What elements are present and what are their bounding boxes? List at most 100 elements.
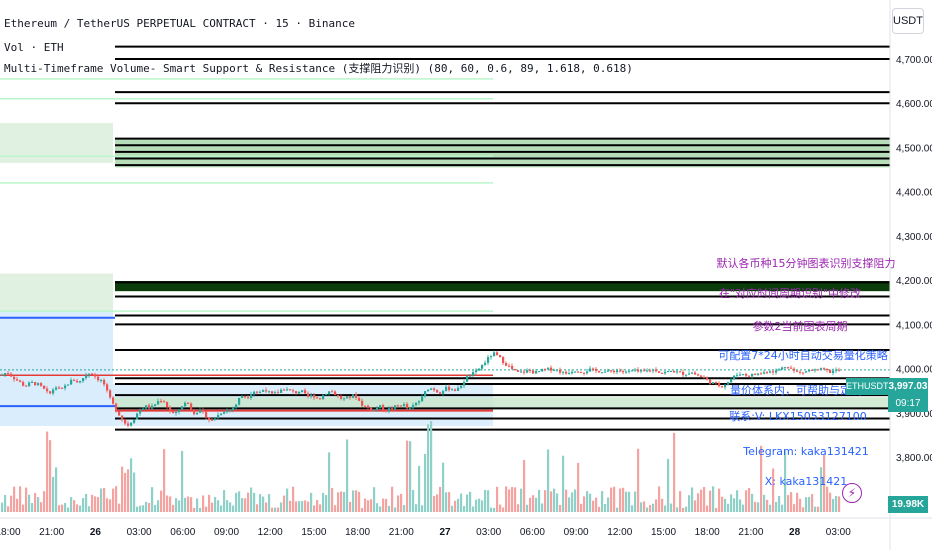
volume-bar (199, 507, 202, 512)
candle-body (301, 390, 304, 392)
candle-body (694, 372, 697, 375)
candle-body (595, 368, 598, 371)
volume-bar (76, 504, 79, 512)
volume-bar (619, 488, 622, 512)
candle-body (115, 403, 118, 412)
volume-bar (622, 487, 625, 512)
candle-body (94, 374, 97, 377)
candle-body (412, 405, 415, 409)
candle-body (688, 373, 691, 375)
volume-bar (715, 507, 718, 512)
candle-body (358, 397, 361, 401)
volume-legend[interactable]: Vol · ETH (4, 41, 64, 54)
candle-body (349, 396, 352, 398)
volume-bar (112, 488, 115, 512)
volume-bar (103, 487, 106, 512)
candle-body (7, 373, 10, 375)
candle-body (298, 391, 301, 394)
x-axis[interactable]: 18:00 21:00 26 03:00 06:00 09:00 12:00 15:00 18:… (0, 517, 932, 538)
candle-body (469, 375, 472, 377)
volume-bar (424, 453, 427, 512)
candle-body (181, 406, 184, 410)
candle-body (790, 367, 793, 369)
candle-body (139, 409, 142, 414)
volume-bar (61, 504, 64, 512)
volume-bar (352, 490, 355, 512)
volume-bar (544, 490, 547, 512)
candle-body (721, 386, 724, 388)
volume-bar (787, 495, 790, 512)
x-tick-label: 15:00 (301, 527, 326, 538)
volume-bar (484, 489, 487, 512)
candle-body (184, 402, 187, 407)
candle-body (487, 357, 490, 363)
indicator-legend[interactable]: Multi-Timeframe Volume- Smart Support & … (4, 62, 633, 75)
candle-body (88, 373, 91, 376)
note-line-3: 参数2当前图表周期 (752, 320, 848, 333)
volume-bar (217, 500, 220, 512)
volume-bar (799, 498, 802, 512)
candle-body (466, 376, 469, 382)
volume-bar (364, 498, 367, 512)
volume-bar (460, 493, 463, 512)
volume-bar (781, 504, 784, 512)
volume-bar (58, 505, 61, 512)
volume-bar (301, 501, 304, 512)
candle-body (226, 410, 229, 412)
candle-body (187, 402, 190, 404)
volume-bar (688, 495, 691, 512)
volume-bar (52, 476, 55, 512)
volume-bar (124, 472, 127, 512)
candle-body (820, 368, 823, 370)
volume-bar (673, 432, 676, 512)
x-tick-label: 06:00 (520, 527, 545, 538)
candle-body (43, 385, 46, 389)
x-tick-label: 21:00 (39, 527, 64, 538)
volume-bar (733, 498, 736, 512)
volume-bar (1, 502, 4, 512)
y-axis[interactable]: 4,700.00 4,600.00 4,500.00 4,400.00 4,300.00… (889, 0, 932, 550)
candle-body (121, 415, 124, 420)
volume-bar (94, 496, 97, 512)
candle-body (445, 386, 448, 392)
volume-bar (118, 503, 121, 512)
volume-bar (229, 502, 232, 512)
candle-body (622, 371, 625, 373)
volume-bar (784, 451, 787, 512)
lightning-icon[interactable]: ⚡ (842, 483, 862, 503)
candle-body (355, 394, 358, 398)
candle-body (760, 373, 763, 375)
candle-body (4, 373, 7, 375)
candle-body (787, 367, 790, 369)
candle-body (661, 372, 664, 374)
candle-body (463, 381, 466, 386)
candle-body (343, 398, 346, 400)
volume-bar (679, 491, 682, 512)
candle-body (22, 381, 25, 386)
volume-bar (535, 497, 538, 512)
symbol-title[interactable]: Ethereum / TetherUS PERPETUAL CONTRACT ·… (4, 17, 355, 30)
candle-body (13, 376, 16, 380)
volume-bar (769, 504, 772, 512)
candle-body (166, 402, 169, 408)
volume-bar (151, 487, 154, 512)
volume-bar (466, 494, 469, 512)
candle-body (430, 388, 433, 390)
candle-body (805, 371, 808, 373)
volume-bar (529, 497, 532, 512)
candle-body (631, 370, 634, 372)
volume-bar (340, 491, 343, 512)
currency-button[interactable]: USDT (892, 8, 924, 34)
volume-bar (520, 488, 523, 512)
candle-body (247, 397, 250, 399)
x-tick-label: 03:00 (127, 527, 152, 538)
candle-body (706, 377, 709, 380)
volume-bar (703, 486, 706, 512)
volume-bar (361, 507, 364, 512)
volume-bar (808, 496, 811, 512)
volume-bar (712, 486, 715, 512)
candle-body (832, 370, 835, 373)
volume-bar (532, 495, 535, 512)
volume-bar (721, 496, 724, 512)
